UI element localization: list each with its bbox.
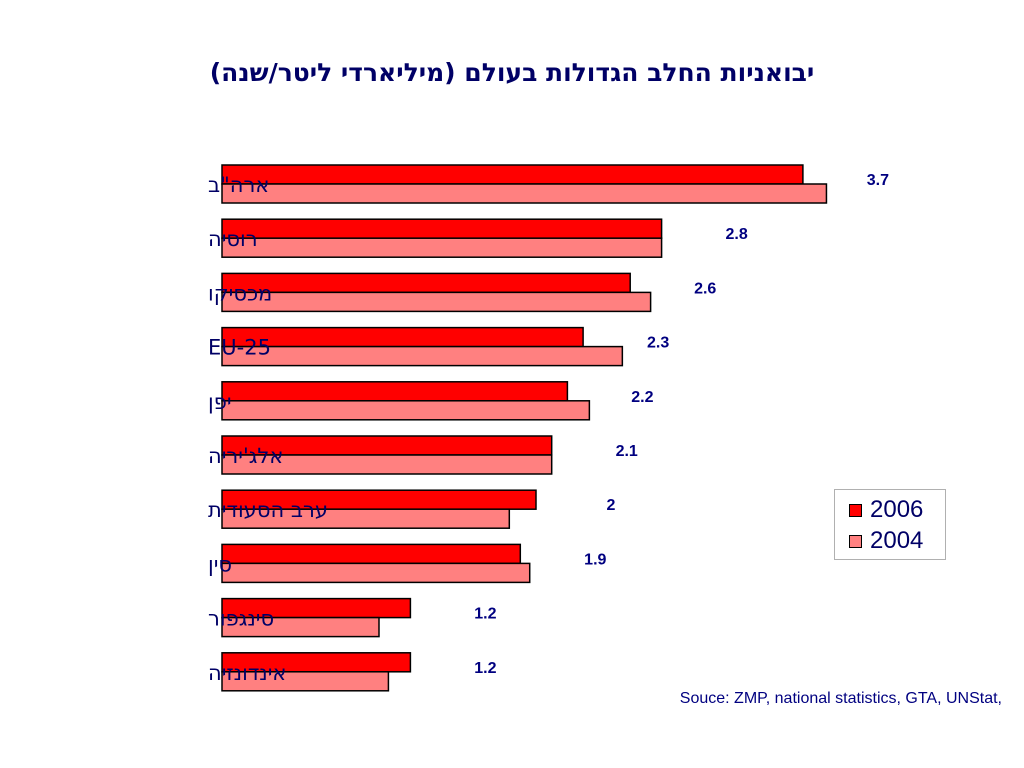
bar-2006-7 [221, 543, 522, 565]
chart-legend: 2006 2004 [834, 489, 946, 560]
data-label-5: 2.1 [616, 443, 638, 460]
chart-title: יבואניות החלב הגדולות בעולם (מיליארדי לי… [209, 58, 815, 87]
data-label-6: 2 [607, 497, 616, 514]
legend-swatch-2004 [849, 534, 862, 548]
category-label-6: ערב הסעודית [208, 498, 328, 522]
bar-2006-1 [221, 218, 663, 239]
bar-2004-2 [221, 291, 652, 313]
bar-2006-2 [221, 272, 631, 294]
data-label-1: 2.8 [725, 226, 747, 243]
source-note: Souce: ZMP, national statistics, GTA, UN… [679, 690, 1002, 707]
data-label-9: 1.2 [474, 660, 496, 677]
category-label-3: EU-25 [208, 336, 271, 360]
bar-2004-4 [221, 400, 591, 421]
bar-2004-1 [221, 237, 663, 258]
legend-label-2006: 2006 [870, 496, 924, 523]
category-label-8: סינגפור [208, 607, 274, 631]
bar-2004-0 [221, 183, 828, 204]
category-label-1: רוסיה [208, 227, 258, 251]
bar-2004-3 [221, 345, 624, 367]
bar-2006-3 [221, 326, 584, 348]
data-label-0: 3.7 [867, 172, 889, 189]
bar-2006-4 [221, 381, 569, 402]
data-label-8: 1.2 [474, 606, 496, 623]
legend-item-2006: 2006 [849, 495, 923, 525]
bar-2004-5 [221, 454, 553, 475]
data-label-2: 2.6 [694, 280, 716, 297]
category-label-9: אינדונזיה [208, 661, 286, 685]
legend-item-2004: 2004 [849, 526, 923, 556]
category-label-0: ארה"ב [208, 173, 269, 197]
bar-2004-7 [221, 562, 531, 584]
legend-label-2004: 2004 [870, 527, 924, 554]
data-label-3: 2.3 [647, 335, 669, 352]
category-label-4: יפן [208, 390, 232, 414]
bar-2004-6 [221, 508, 511, 529]
data-label-7: 1.9 [584, 551, 606, 568]
category-label-2: מכסיקו [208, 281, 272, 305]
bar-2004-9 [221, 671, 390, 692]
category-label-5: אלג'יריה [208, 444, 283, 468]
bar-2004-8 [221, 616, 380, 638]
data-label-4: 2.2 [631, 389, 653, 406]
bar-2006-0 [221, 164, 804, 185]
legend-swatch-2006 [849, 503, 862, 517]
category-label-7: סין [208, 552, 232, 576]
